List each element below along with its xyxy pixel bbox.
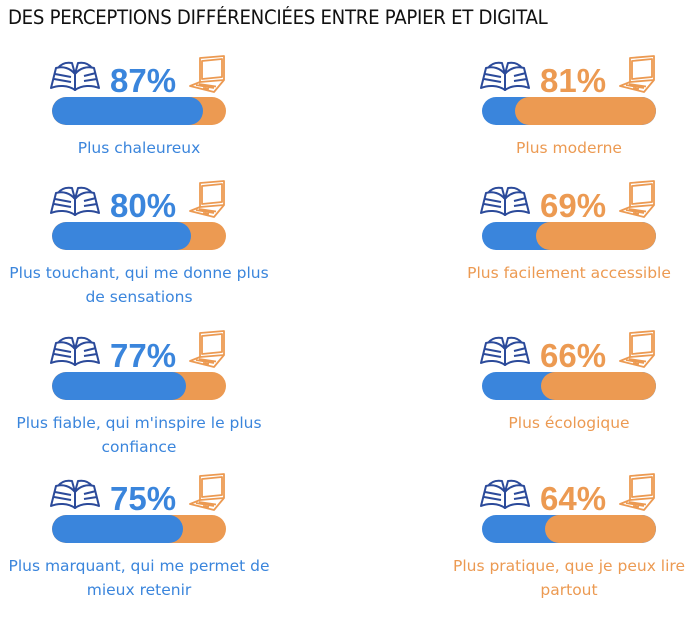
open-book-icon <box>478 335 532 371</box>
percentage-bar <box>52 97 226 125</box>
laptop-icon <box>188 54 228 94</box>
percentage-bar <box>52 372 226 400</box>
perception-label: Plus marquant, qui me permet de mieux re… <box>8 557 270 599</box>
digital-item: 64% Plus pratique, que je peux lire part… <box>453 473 689 618</box>
open-book-icon <box>48 335 102 371</box>
laptop-icon <box>618 179 658 219</box>
perception-label: Plus fiable, qui m'inspire le plus confi… <box>16 414 262 456</box>
digital-segment <box>544 515 656 543</box>
laptop-icon <box>618 472 658 512</box>
paper-item: 87% Plus chaleureux <box>50 55 312 200</box>
percentage-bar <box>482 97 656 125</box>
open-book-icon <box>48 185 102 221</box>
open-book-icon <box>48 478 102 514</box>
percentage-value: 77% <box>110 337 177 374</box>
digital-segment <box>515 97 656 125</box>
percentage-value: 64% <box>540 480 607 517</box>
laptop-icon <box>618 54 658 94</box>
percentage-value: 69% <box>540 187 607 224</box>
open-book-icon <box>48 60 102 96</box>
open-book-icon <box>478 60 532 96</box>
paper-item: 77% Plus fiable, qui m'inspire le plus c… <box>16 330 312 475</box>
paper-item: 80% Plus touchant, qui me donne plus de … <box>9 180 312 325</box>
perception-label: Plus touchant, qui me donne plus de sens… <box>9 264 269 306</box>
percentage-value: 81% <box>540 62 607 99</box>
digital-segment <box>541 372 656 400</box>
laptop-icon <box>188 472 228 512</box>
digital-item: 66% Plus écologique <box>480 330 689 475</box>
open-book-icon <box>478 478 532 514</box>
open-book-icon <box>478 185 532 221</box>
perception-label: Plus pratique, que je peux lire partout <box>452 557 685 599</box>
percentage-bar <box>482 515 656 543</box>
percentage-bar <box>482 372 656 400</box>
perception-label: Plus chaleureux <box>77 139 201 157</box>
digital-item: 69% Plus facilement accessible <box>467 180 689 325</box>
laptop-icon <box>188 329 228 369</box>
laptop-icon <box>618 329 658 369</box>
page-title: DES PERCEPTIONS DIFFÉRENCIÉES ENTRE PAPI… <box>8 6 548 29</box>
laptop-icon <box>188 179 228 219</box>
percentage-bar <box>52 222 226 250</box>
percentage-bar <box>482 222 656 250</box>
paper-segment <box>52 97 204 125</box>
percentage-value: 87% <box>110 62 177 99</box>
perception-label: Plus écologique <box>508 414 630 432</box>
paper-item: 75% Plus marquant, qui me permet de mieu… <box>8 473 312 618</box>
percentage-value: 80% <box>110 187 177 224</box>
digital-segment <box>535 222 656 250</box>
percentage-bar <box>52 515 226 543</box>
percentage-value: 75% <box>110 480 177 517</box>
percentage-value: 66% <box>540 337 607 374</box>
paper-segment <box>52 222 192 250</box>
perception-label: Plus facilement accessible <box>467 264 671 282</box>
paper-segment <box>52 372 186 400</box>
perception-label: Plus moderne <box>516 139 622 157</box>
paper-segment <box>52 515 183 543</box>
digital-item: 81% Plus moderne <box>480 55 689 200</box>
